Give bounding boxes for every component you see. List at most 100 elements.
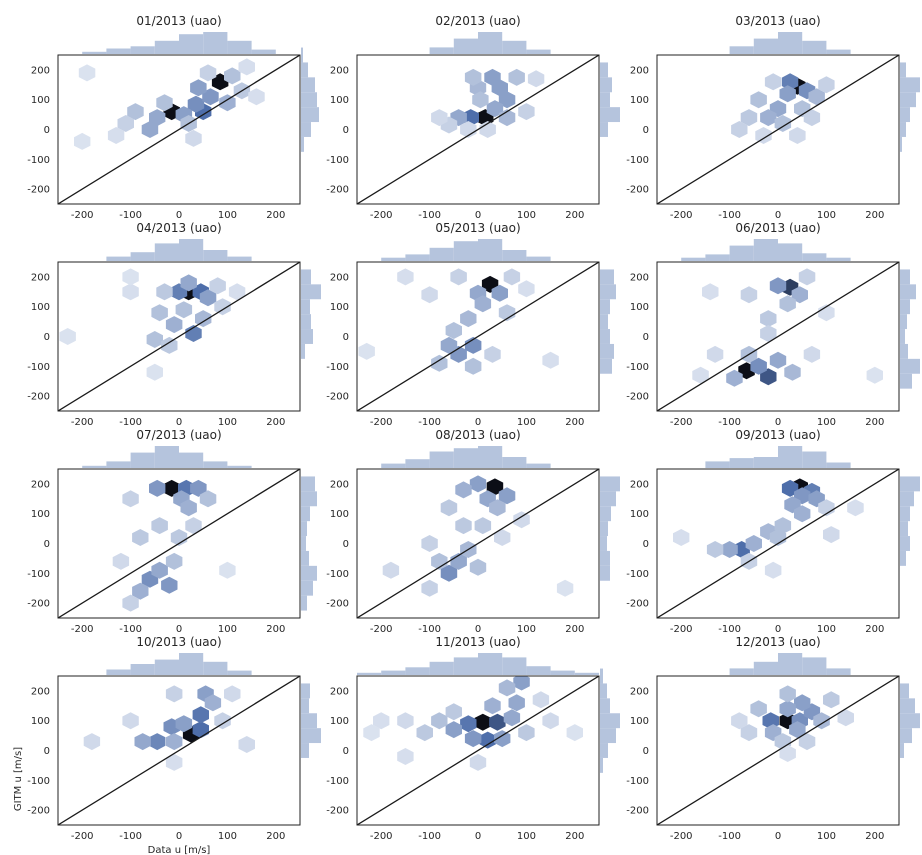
subplot: -200 -100 0 100 200 -200 -100 0 100 200 04/2013 (u…: [27, 221, 321, 428]
hexbin-cell: [532, 691, 550, 709]
hexbin-cell: [740, 286, 758, 304]
y-tick-label: 200: [31, 686, 50, 697]
x-histogram-bar: [227, 256, 252, 261]
x-histogram-bar: [227, 670, 252, 675]
hexbin-cell: [74, 132, 91, 150]
y-tick-label: -100: [326, 569, 349, 580]
hexbin-cell: [219, 94, 236, 112]
x-tick-label: -100: [718, 210, 741, 221]
y-tick-label: -100: [326, 155, 349, 166]
y-histogram-bar: [301, 580, 313, 596]
y-histogram-bar: [301, 269, 311, 285]
x-tick-label: -200: [670, 831, 693, 842]
hexbin-layer: [59, 268, 246, 381]
y-histogram-bar: [900, 136, 902, 152]
x-histogram-bar: [729, 245, 754, 261]
y-tick-label: -200: [27, 185, 50, 196]
hexbin-cell: [122, 268, 139, 286]
x-histogram-bar: [705, 461, 730, 468]
hexbin-cell: [165, 685, 183, 703]
y-histogram-bar: [900, 743, 904, 758]
x-histogram-bar: [251, 49, 276, 54]
x-histogram-bar: [179, 34, 204, 54]
y-histogram-bar: [301, 299, 310, 315]
hexbin-cell: [373, 712, 390, 730]
hexbin-cell: [156, 94, 173, 112]
x-tick-label: 0: [475, 417, 481, 428]
x-histogram-bar: [154, 659, 179, 675]
hexbin-cell: [673, 529, 690, 546]
hexbin-cell: [397, 268, 414, 286]
hexbin-cell: [199, 64, 217, 82]
y-histogram-bar: [301, 136, 304, 152]
subplot-title: 10/2013 (uao): [136, 635, 221, 649]
y-tick-label: -100: [27, 569, 50, 580]
hexbin-cell: [779, 85, 796, 103]
hexbin-cell: [818, 76, 835, 94]
hexbin-cell: [498, 109, 516, 127]
x-histogram-bar: [106, 461, 131, 468]
y-histogram-bar: [301, 743, 309, 758]
hexbin-cell: [472, 91, 489, 109]
hexbin-cell: [779, 685, 796, 703]
x-histogram-bar: [429, 661, 454, 675]
hexbin-layer: [692, 268, 883, 387]
x-histogram-bar: [574, 672, 599, 675]
y-histogram-bar: [600, 269, 614, 285]
hexbin-cell: [762, 712, 779, 730]
hexbin-cell: [491, 79, 508, 97]
y-histogram-bar: [301, 506, 310, 522]
hexbin-cell: [823, 526, 840, 544]
y-histogram-bar: [600, 77, 612, 93]
x-histogram-bar: [203, 661, 228, 675]
y-histogram-bar: [600, 314, 608, 330]
y-histogram-bar: [900, 476, 920, 492]
y-tick-label: 200: [330, 272, 349, 283]
x-histogram-bar: [729, 668, 754, 675]
hexbin-cell: [149, 479, 166, 497]
y-histogram-bar: [301, 595, 307, 611]
y-histogram-bar: [301, 92, 317, 108]
hexbin-cell: [185, 517, 202, 535]
x-tick-label: -200: [370, 417, 393, 428]
hexbin-cell: [779, 700, 796, 718]
hexbin-cell: [731, 121, 748, 138]
y-tick-label: -200: [27, 806, 50, 817]
x-tick-label: 200: [266, 831, 285, 842]
subplot: -200 -100 0 100 200 -200 -100 0 100 200 09/2013 (u…: [626, 428, 920, 635]
subplot-title: 08/2013 (uao): [435, 428, 520, 442]
hexbin-cell: [803, 109, 821, 127]
x-tick-label: 100: [817, 624, 836, 635]
y-histogram-bar: [900, 698, 915, 714]
y-tick-label: 0: [343, 539, 349, 550]
hexbin-cell: [421, 535, 438, 552]
hexbin-cell: [474, 713, 492, 731]
y-histogram-bar: [900, 122, 906, 137]
y-histogram-bar: [301, 77, 315, 93]
x-tick-label: -200: [71, 417, 94, 428]
y-histogram-bar: [900, 550, 906, 566]
hexbin-cell: [219, 561, 236, 579]
hexbin-cell: [798, 268, 816, 286]
x-histogram-bar: [203, 32, 228, 54]
hexbin-cell: [513, 511, 530, 529]
identity-line: [657, 676, 899, 825]
hexbin-cell: [382, 561, 400, 579]
identity-line: [58, 469, 300, 618]
y-tick-label: -100: [326, 776, 349, 787]
x-histogram-bar: [357, 672, 382, 675]
identity-line: [357, 262, 599, 411]
y-histogram-bar: [301, 491, 317, 507]
x-histogram-bar: [526, 256, 551, 261]
x-tick-label: 200: [565, 210, 584, 221]
hexbin-cell: [445, 322, 462, 339]
x-histogram-bar: [826, 49, 851, 54]
x-tick-label: -100: [119, 831, 142, 842]
x-tick-label: 0: [775, 624, 781, 635]
x-tick-label: 0: [775, 210, 781, 221]
hexbin-cell: [866, 366, 883, 384]
hexbin-cell: [542, 712, 559, 730]
x-histogram-bar: [453, 241, 478, 261]
y-histogram-bar: [900, 107, 910, 123]
x-tick-label: -100: [119, 417, 142, 428]
